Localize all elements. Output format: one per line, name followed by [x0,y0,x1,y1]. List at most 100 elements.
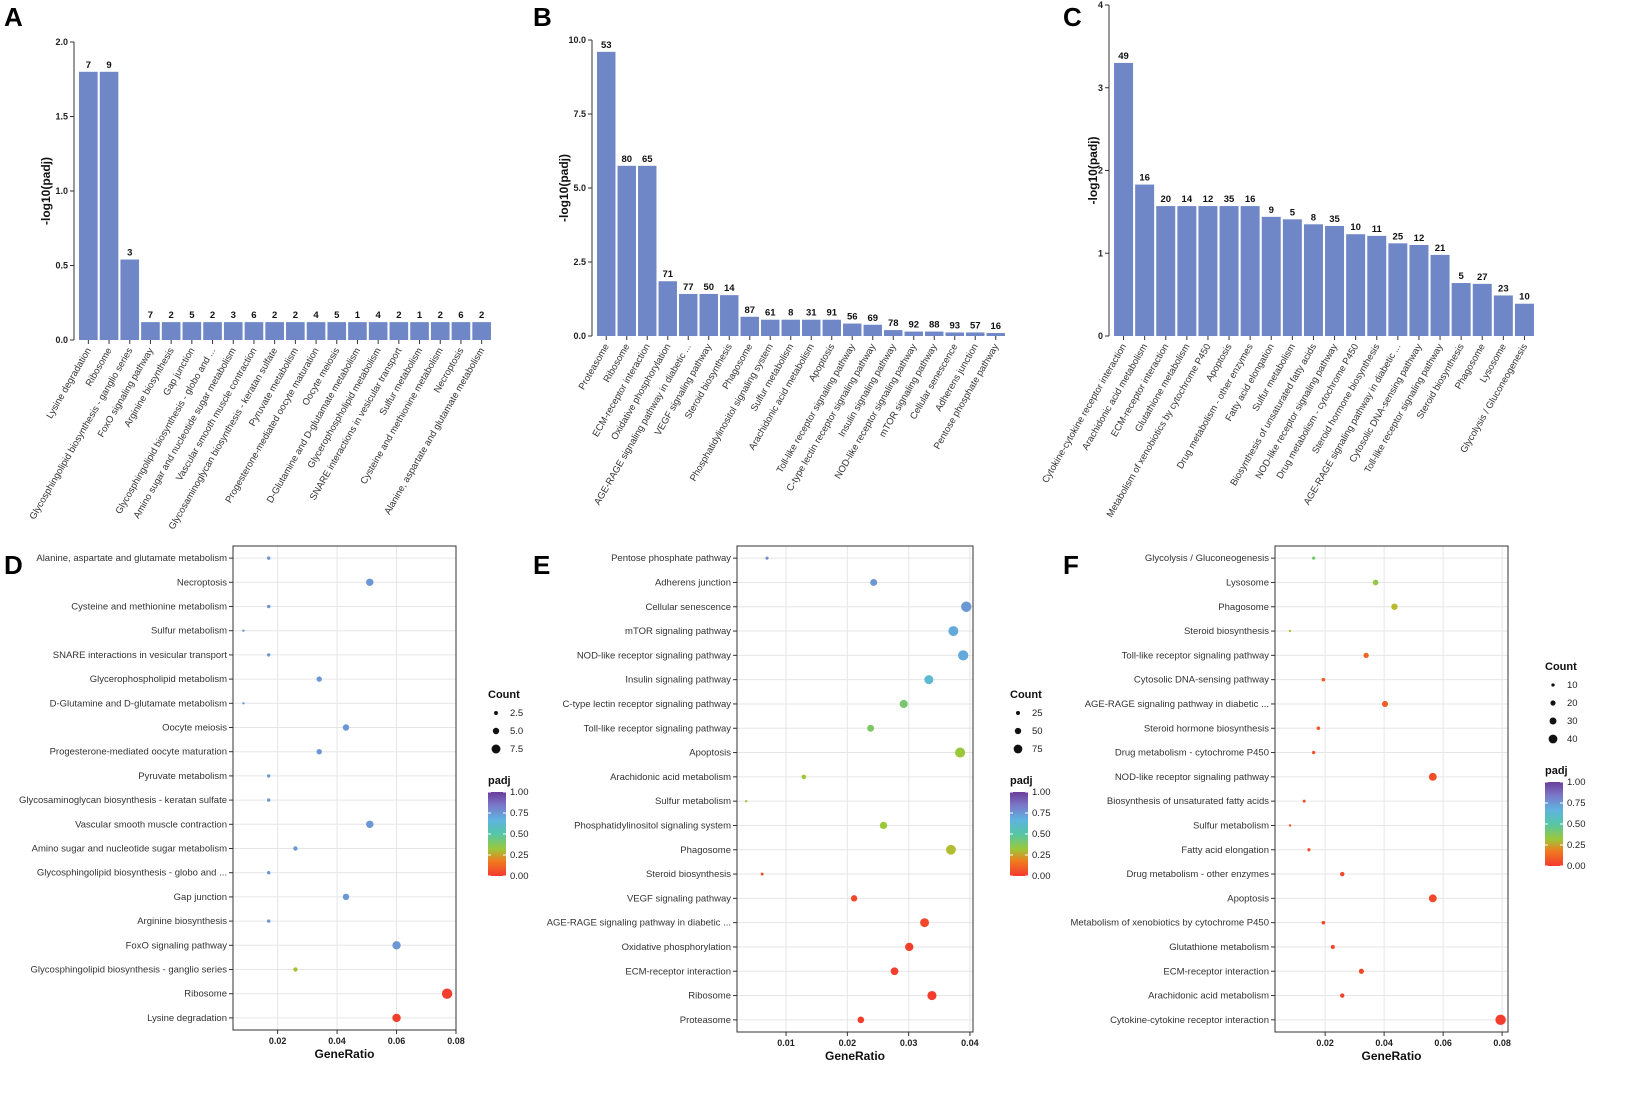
data-point [946,844,956,855]
y-category-label: Amino sugar and nucleotide sugar metabol… [32,844,227,855]
bar [843,323,862,336]
bar [430,322,450,340]
data-point [765,556,769,560]
y-category-label: Proteasome [680,1015,731,1026]
y-tick-label: 2.0 [55,37,68,47]
y-category-label: Toll-like receptor signaling pathway [584,723,732,734]
panel-letter-e: E [533,550,550,580]
data-point [1321,920,1326,925]
bar [1451,283,1471,336]
bar [348,322,367,340]
plot-frame [736,545,974,1033]
data-point [1302,799,1306,803]
count-legend-label: 5.0 [510,726,523,737]
bar-count-label: 5 [1290,207,1296,218]
data-point [1428,772,1437,781]
bar [182,322,202,340]
count-legend-label: 10 [1567,680,1578,691]
bar [368,322,388,340]
y-tick-label: 0.5 [55,261,68,271]
panel-e-dot-plot: 0.01 0.02 0.03 0.04 GeneRatio Proteasome Ribos… [547,545,1051,1063]
bar [986,333,1005,336]
y-category-label: Steroid biosynthesis [1184,626,1269,637]
bar-count-label: 16 [1139,173,1150,184]
data-point [1307,848,1311,852]
y-category-label: Glycosphingolipid biosynthesis - ganglio… [31,965,228,976]
bar [679,293,698,336]
x-tick-label: 0.04 [328,1036,346,1046]
y-category-label: Phagosome [1218,602,1269,613]
bar [1388,243,1408,336]
bar-count-label: 20 [1160,194,1171,205]
y-category-label: Pentose phosphate pathway [611,553,731,564]
data-point [1288,629,1292,633]
padj-colorbar [488,792,506,876]
padj-legend-label: 1.00 [1567,777,1586,788]
bar [472,322,491,340]
count-legend-dot [1549,717,1557,725]
data-point [1495,1014,1506,1026]
padj-legend-label: 0.25 [1567,840,1586,851]
y-axis-title: -log10(padj) [39,157,53,225]
bar-count-label: 9 [1269,205,1274,216]
x-tick-label: 0.02 [269,1036,287,1046]
count-legend-label: 75 [1032,744,1043,755]
bar [1177,206,1197,336]
y-category-label: Apoptosis [689,748,731,759]
panel-letter-b: B [533,2,552,32]
data-point [293,967,298,972]
x-tick-label: 0.01 [777,1038,795,1048]
padj-legend-label: 0.00 [1032,871,1051,882]
bar-count-label: 80 [621,154,632,165]
bar [904,331,923,336]
y-category-label: C-type lectin receptor signaling pathway [563,699,732,710]
bar [617,165,636,336]
count-legend-label: 40 [1567,734,1578,745]
y-category-label: Oocyte meiosis [162,723,227,734]
count-legend-dot [1548,734,1558,744]
padj-legend-label: 0.50 [510,829,529,840]
y-category-label: Cellular senescence [645,602,731,613]
padj-colorbar [1010,792,1028,876]
padj-colorbar [1545,782,1563,866]
bar [265,322,284,340]
y-category-label: Glycosphingolipid biosynthesis - globo a… [37,868,227,879]
x-tick-label: 0.04 [961,1038,979,1048]
data-point [1372,579,1379,586]
y-category-label: Pyruvate metabolism [138,771,227,782]
panel-letter-d: D [4,550,23,580]
bar-count-label: 6 [458,310,463,321]
bar [161,322,181,340]
bar-count-label: 12 [1414,233,1425,244]
bar [451,322,471,340]
count-legend-dot [491,744,501,754]
y-category-label: Cysteine and methionine metabolism [71,602,227,613]
y-category-label: NOD-like receptor signaling pathway [577,650,731,661]
y-category-label: FoxO signaling pathway [126,940,228,951]
y-category-label: Drug metabolism - cytochrome P450 [1115,748,1269,759]
y-category-label: Glycolysis / Gluconeogenesis [1145,553,1269,564]
y-category-label: ECM-receptor interaction [1163,966,1269,977]
y-category-label: Cytokine-cytokine receptor interaction [1110,1015,1269,1026]
bar-count-label: 10 [1519,292,1530,303]
y-category-label: Vascular smooth muscle contraction [75,819,227,830]
y-category-label: Cytosolic DNA-sensing pathway [1134,675,1269,686]
padj-legend-label: 0.25 [510,850,529,861]
data-point [316,676,322,682]
y-category-label: NOD-like receptor signaling pathway [1115,772,1269,783]
bar-count-label: 57 [970,320,981,331]
y-category-label: Ribosome [184,989,227,1000]
x-tick-label: 0.06 [388,1036,406,1046]
bar [925,331,944,336]
bar-count-label: 49 [1118,51,1129,62]
bar-count-label: 69 [867,313,878,324]
data-point [955,747,966,758]
y-tick-label: 0.0 [55,335,68,345]
x-axis-title: GeneRatio [314,1047,374,1061]
y-category-label: SNARE interactions in vesicular transpor… [53,650,228,661]
y-category-label: Toll-like receptor signaling pathway [1122,650,1270,661]
data-point [958,650,969,661]
data-point [1311,556,1316,560]
y-category-label: Fatty acid elongation [1181,845,1269,856]
